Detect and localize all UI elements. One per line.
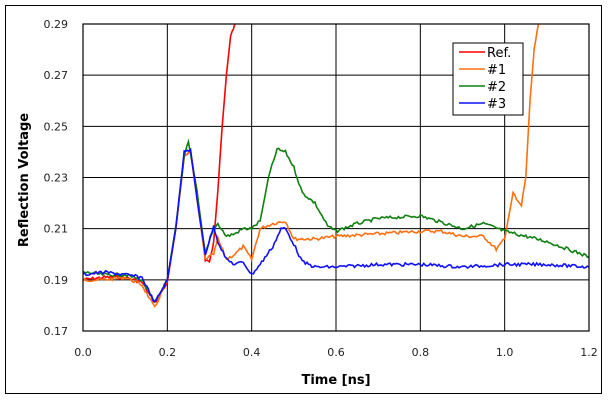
y-tick-label: 0.25 [44,120,69,133]
chart-frame [5,5,602,394]
y-axis-ticks: 0.29 0.27 0.25 0.23 0.21 0.19 0.17 [44,18,69,338]
y-tick-label: 0.27 [44,69,69,82]
legend-entry: #3 [487,97,506,112]
x-axis-ticks: 0.0 0.2 0.4 0.6 0.8 1.0 1.2 [74,346,598,359]
y-tick-label: 0.17 [44,325,69,338]
x-tick-label: 0.6 [327,346,345,359]
x-tick-label: 1.0 [496,346,514,359]
legend-entry: #1 [487,63,506,78]
y-tick-label: 0.23 [44,172,69,185]
x-tick-label: 0.4 [243,346,261,359]
y-tick-label: 0.19 [44,274,69,287]
legend: Ref. #1 #2 #3 [452,42,524,116]
legend-entry: Ref. [487,46,511,61]
plot-area [82,23,590,332]
y-axis-label: Reflection Voltage [17,113,32,247]
y-tick-label: 0.21 [44,223,69,236]
x-axis-label: Time [ns] [301,373,370,388]
x-tick-label: 0.8 [412,346,430,359]
series-line [83,24,236,303]
series-lines [83,24,589,308]
legend-entry: #2 [487,80,506,95]
x-tick-label: 0.0 [74,346,92,359]
y-tick-label: 0.29 [44,18,69,31]
series-line [83,24,540,308]
x-tick-label: 1.2 [580,346,598,359]
series-line [83,147,589,303]
x-tick-label: 0.2 [159,346,177,359]
